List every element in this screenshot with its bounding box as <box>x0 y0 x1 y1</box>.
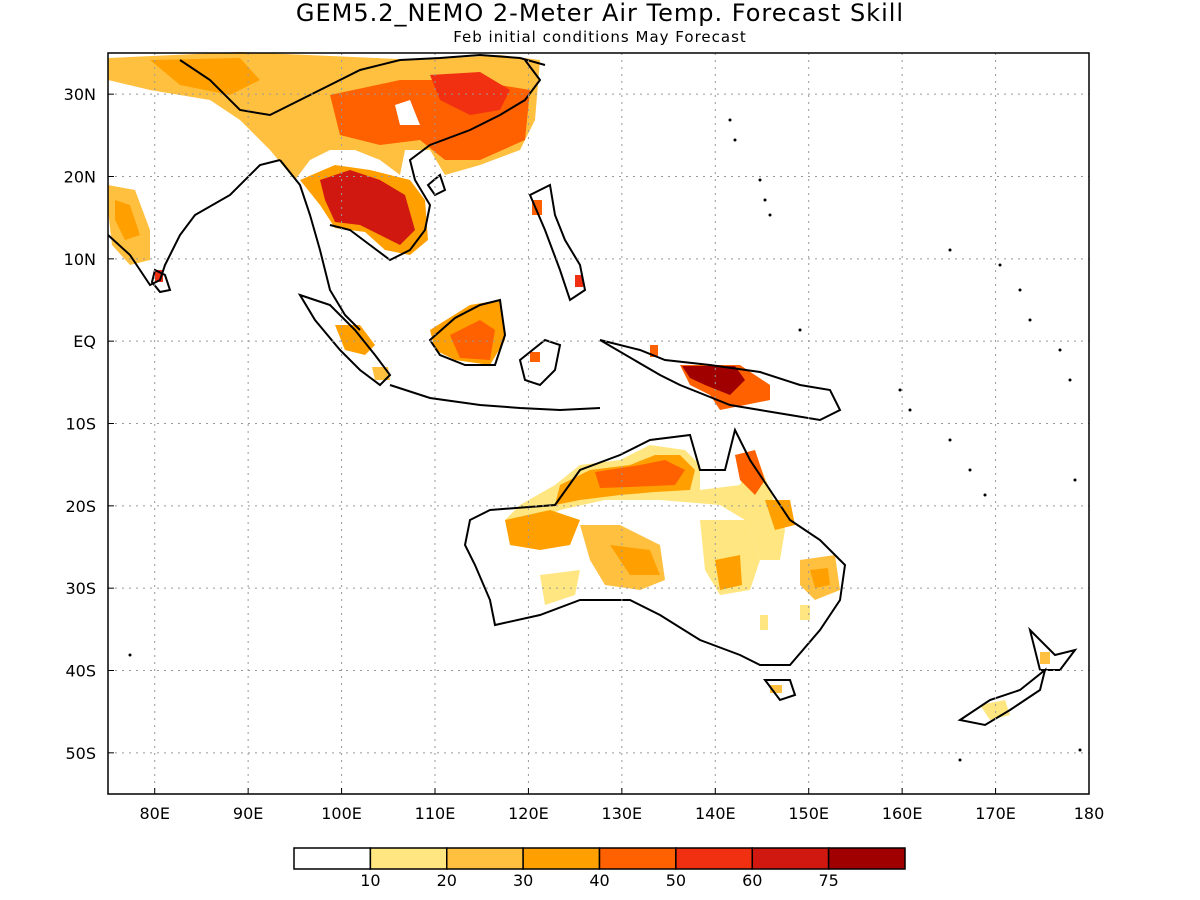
colorbar <box>293 847 906 870</box>
lon-tick-label: 160E <box>882 804 923 823</box>
lon-tick-labels: 80E 90E 100E 110E 120E 130E 140E 150E 160E 170E 18… <box>139 804 1104 823</box>
lat-tick-label: 10S <box>65 415 96 434</box>
lon-tick-label: 180 <box>1074 804 1105 823</box>
lon-tick-label: 130E <box>602 804 643 823</box>
lat-tick-label: 50S <box>65 744 96 763</box>
colorbar-swatch <box>751 847 830 870</box>
lon-tick-label: 140E <box>695 804 736 823</box>
colorbar-label: 75 <box>818 871 839 890</box>
colorbar-swatch <box>827 847 906 870</box>
gridlines <box>108 53 1089 794</box>
skill-field <box>108 52 1050 720</box>
colorbar-label: 10 <box>360 871 381 890</box>
colorbar-label: 40 <box>589 871 610 890</box>
colorbar-swatch <box>598 847 677 870</box>
lat-tick-label: 40S <box>65 662 96 681</box>
colorbar-swatch <box>675 847 753 870</box>
axis-ticks <box>108 93 1090 794</box>
islands <box>128 118 1082 762</box>
lon-tick-label: 170E <box>975 804 1016 823</box>
colorbar-label: 20 <box>436 871 457 890</box>
colorbar-label: 50 <box>665 871 687 890</box>
lat-tick-labels: 30N 20N 10N EQ 10S 20S 30S 40S 50S <box>64 85 96 763</box>
coastlines <box>107 53 1078 727</box>
colorbar-label: 30 <box>512 871 534 890</box>
lat-tick-label: 30N <box>64 85 96 104</box>
colorbar-swatch <box>293 847 372 870</box>
lat-tick-label: EQ <box>73 332 96 351</box>
lat-tick-label: 30S <box>65 579 96 598</box>
map-title: GEM5.2_NEMO 2-Meter Air Temp. Forecast S… <box>295 0 905 27</box>
map-subtitle: Feb initial conditions May Forecast <box>453 28 747 46</box>
lon-tick-label: 150E <box>788 804 829 823</box>
lon-tick-label: 90E <box>233 804 263 823</box>
colorbar-label: 60 <box>742 871 763 890</box>
lat-tick-label: 20N <box>64 168 96 187</box>
lon-tick-label: 120E <box>508 804 549 823</box>
colorbar-swatch <box>369 847 448 870</box>
lat-tick-label: 20S <box>65 497 96 516</box>
lon-tick-label: 80E <box>139 804 169 823</box>
colorbar-swatch <box>446 847 524 870</box>
lon-tick-label: 100E <box>321 804 362 823</box>
colorbar-swatch <box>522 847 601 870</box>
lon-tick-label: 110E <box>415 804 456 823</box>
lat-tick-label: 10N <box>64 250 96 269</box>
